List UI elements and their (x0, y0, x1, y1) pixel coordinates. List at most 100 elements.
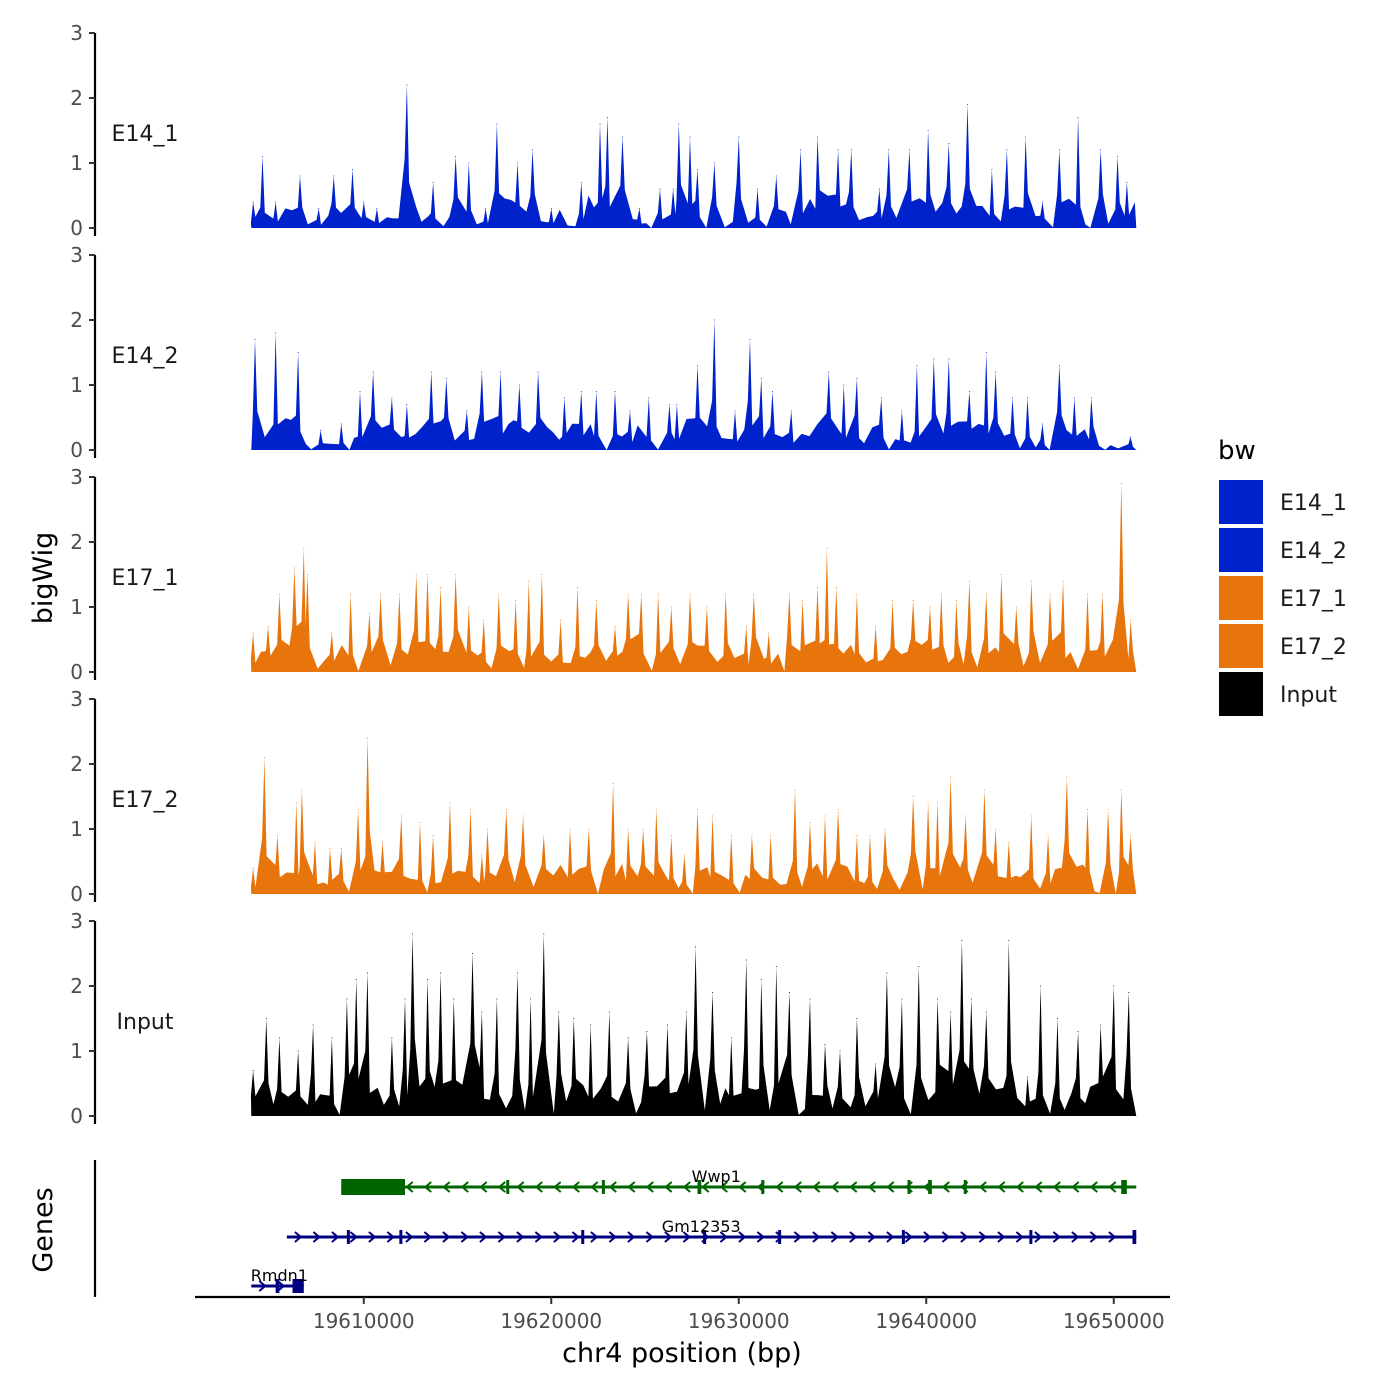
peak-point (297, 1050, 299, 1052)
coverage-area-input (250, 934, 1137, 1116)
peak-point (466, 410, 468, 412)
peak-point (528, 580, 530, 582)
peak-point (940, 593, 942, 595)
y-tick-label: 2 (70, 974, 83, 998)
x-tick-label: 19630000 (688, 1309, 790, 1333)
peak-point (412, 933, 413, 935)
peak-point (500, 371, 502, 373)
peak-point (532, 149, 533, 151)
strand-arrow (460, 1181, 469, 1193)
x-tick-label: 19650000 (1063, 1309, 1165, 1333)
peak-point (312, 1024, 314, 1026)
legend-label: E17_2 (1280, 635, 1347, 660)
peak-point (751, 835, 753, 836)
peak-point (440, 972, 442, 974)
strand-arrow (812, 1181, 821, 1193)
peak-point (1087, 809, 1088, 810)
peak-point (297, 352, 299, 353)
strand-arrow (645, 1181, 654, 1193)
strand-arrow (1089, 1231, 1098, 1243)
exon (275, 1279, 280, 1293)
peak-point (878, 188, 880, 190)
peak-point (697, 169, 698, 170)
x-tick-label: 19620000 (500, 1309, 602, 1333)
exon (581, 1230, 585, 1244)
strand-arrow (516, 1181, 525, 1193)
peak-point (826, 548, 828, 549)
peak-point (400, 815, 402, 817)
legend-swatch (1219, 624, 1263, 668)
peak-point (1073, 397, 1075, 399)
peak-point (788, 593, 790, 595)
strand-arrow (553, 1231, 562, 1243)
peak-point (901, 410, 903, 412)
exon (778, 1230, 782, 1244)
peak-point (955, 600, 957, 601)
y-tick-label: 3 (70, 687, 83, 711)
peak-point (856, 835, 858, 836)
strand-arrow (608, 1181, 617, 1193)
peak-point (267, 626, 269, 627)
legend-label: E14_1 (1280, 491, 1347, 516)
peak-point (607, 117, 608, 118)
peak-point (817, 136, 818, 138)
peak-point (333, 175, 335, 177)
strand-arrow (997, 1231, 1006, 1243)
peak-point (725, 593, 727, 595)
strand-arrow (479, 1231, 488, 1243)
peak-point (800, 149, 802, 151)
peak-point (432, 835, 434, 836)
peak-point (835, 587, 837, 588)
peak-point (278, 593, 280, 595)
legend-swatch (1219, 480, 1263, 524)
strand-arrow (941, 1181, 950, 1193)
peak-point (1058, 365, 1060, 366)
peak-point (738, 136, 740, 138)
peak-point (320, 430, 322, 431)
y-tick-label: 2 (70, 308, 83, 332)
x-tick-label: 19640000 (875, 1309, 977, 1333)
x-axis: 19610000 19620000 19630000 19640000 19650000 (195, 1295, 1170, 1333)
peak-point (655, 809, 657, 810)
peak-point (695, 946, 697, 948)
peak-point (445, 378, 447, 379)
strand-arrow (516, 1231, 525, 1243)
peak-point (588, 828, 590, 830)
peak-point (573, 1018, 575, 1019)
track-label: E14_2 (112, 344, 179, 369)
y-tick-label: 1 (70, 817, 83, 841)
peak-point (790, 410, 792, 412)
peak-point (318, 208, 320, 209)
peak-point (1030, 580, 1032, 582)
track-e14-1: 0 1 2 3 E14_1 (70, 21, 1137, 240)
exon (1132, 1230, 1137, 1244)
peak-point (850, 149, 852, 151)
peak-point (340, 423, 342, 425)
track-e17-1: 0 1 2 3 E17_1 (70, 465, 1137, 684)
peak-point (875, 626, 877, 627)
exon (506, 1180, 510, 1194)
peak-point (376, 208, 378, 209)
strand-arrow (867, 1231, 876, 1243)
peak-point (948, 358, 950, 360)
peak-point (1087, 593, 1088, 595)
peak-point (252, 1070, 254, 1071)
peak-point (1117, 156, 1118, 157)
track-label: E17_2 (112, 788, 179, 813)
peak-point (985, 1011, 987, 1013)
peak-point (293, 567, 295, 569)
peak-point (916, 365, 918, 366)
peak-point (346, 998, 348, 1000)
peak-point (1057, 1018, 1058, 1019)
peak-point (262, 156, 263, 157)
peak-point (884, 828, 886, 830)
peak-point (303, 548, 305, 549)
strand-arrow (978, 1181, 987, 1193)
strand-arrow (1015, 1231, 1024, 1243)
peak-point (794, 789, 796, 791)
genes-axis-title: Genes (28, 1187, 59, 1272)
peak-point (640, 593, 642, 595)
peak-point (927, 802, 929, 804)
strand-arrow (1034, 1231, 1043, 1243)
exon (907, 1180, 911, 1194)
